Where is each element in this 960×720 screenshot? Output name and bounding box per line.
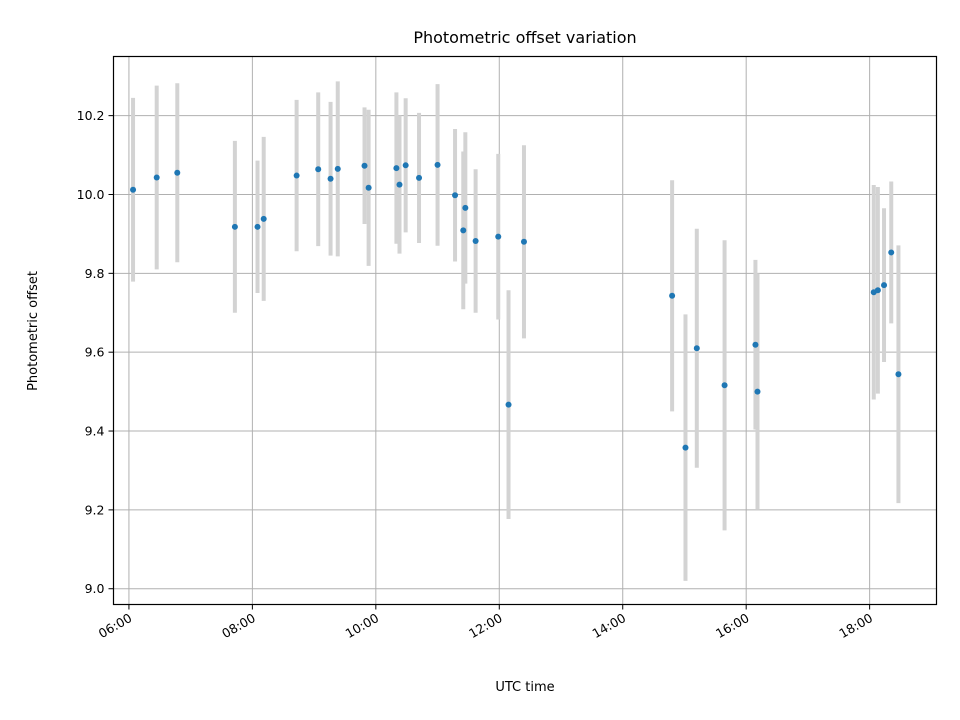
data-point <box>495 233 502 240</box>
data-point <box>315 166 322 173</box>
data-point <box>895 371 902 378</box>
data-point <box>754 388 761 395</box>
y-axis: 9.0 9.2 9.4 9.6 9.8 10.0 10.2 <box>77 108 114 596</box>
data-point <box>472 238 479 245</box>
data-point <box>393 165 400 172</box>
y-tick-label: 9.6 <box>85 345 105 360</box>
data-point <box>682 444 689 451</box>
data-point <box>752 341 759 348</box>
data-points <box>130 161 902 451</box>
data-point <box>669 292 676 299</box>
y-tick-label: 9.2 <box>85 502 105 517</box>
data-point <box>693 345 700 352</box>
data-point <box>881 282 888 289</box>
data-point <box>396 181 403 188</box>
data-point <box>874 287 881 294</box>
data-point <box>416 174 423 181</box>
data-point <box>365 184 372 191</box>
data-point <box>254 223 261 230</box>
data-point <box>231 223 238 230</box>
data-point <box>361 162 368 169</box>
y-tick-label: 9.8 <box>85 266 105 281</box>
data-point <box>293 172 300 179</box>
y-tick-label: 9.0 <box>85 581 105 596</box>
data-point <box>462 204 469 211</box>
data-point <box>327 175 334 182</box>
data-point <box>452 192 459 199</box>
data-point <box>721 382 728 389</box>
data-point <box>434 161 441 168</box>
y-tick-label: 9.4 <box>85 424 105 439</box>
data-point <box>505 401 512 408</box>
data-point <box>520 238 527 245</box>
x-axis-label: UTC time <box>495 680 554 695</box>
data-point <box>334 165 341 172</box>
data-point <box>153 174 160 181</box>
data-point <box>174 169 181 176</box>
data-point <box>260 215 267 222</box>
y-tick-label: 10.2 <box>77 108 105 123</box>
plot-frame <box>112 55 938 606</box>
data-point <box>460 227 467 234</box>
data-point <box>402 162 409 169</box>
data-point <box>130 186 137 193</box>
y-tick-label: 10.0 <box>77 187 105 202</box>
data-point <box>888 249 895 256</box>
y-axis-label: Photometric offset <box>26 271 41 391</box>
chart-title: Photometric offset variation <box>413 28 636 47</box>
